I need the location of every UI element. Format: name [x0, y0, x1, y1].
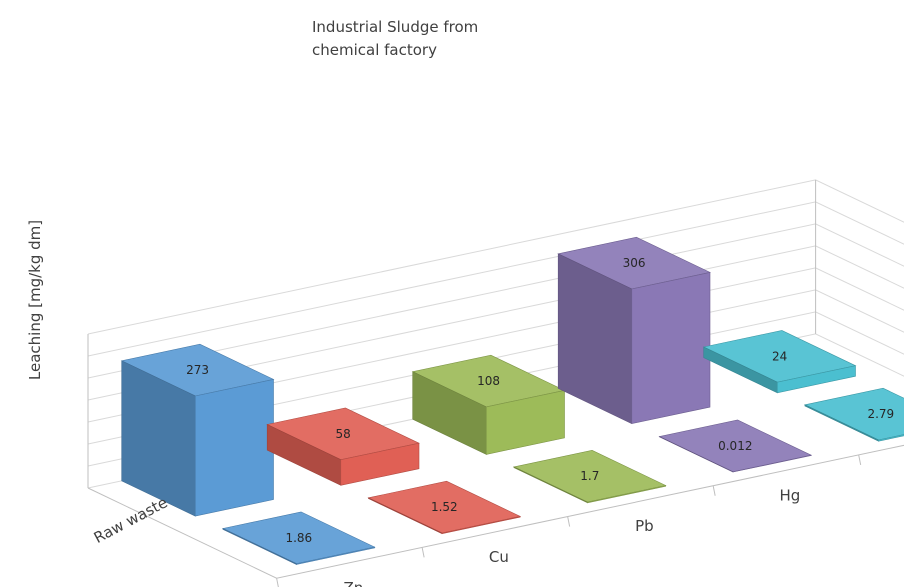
bar [702, 330, 857, 394]
data-label: 58 [335, 427, 350, 441]
bar-front [631, 272, 711, 424]
bars [120, 236, 904, 565]
category-tick [567, 516, 571, 527]
bar [803, 387, 904, 442]
data-label: 1.7 [580, 469, 599, 483]
data-label: 0.012 [718, 439, 752, 453]
series-label: Raw waste [91, 493, 171, 547]
bar-front [296, 546, 376, 565]
data-label: 306 [623, 256, 646, 270]
category-label: Pb [635, 517, 654, 535]
bar-front [878, 434, 904, 442]
category-tick [421, 547, 425, 558]
data-label: 24 [772, 349, 787, 363]
data-label: 1.86 [285, 531, 312, 545]
data-label: 2.79 [867, 407, 894, 421]
bar-front [441, 516, 521, 535]
bar [367, 480, 522, 535]
chart-title-line-2: chemical factory [312, 41, 437, 59]
category-tick [276, 578, 279, 587]
data-label: 108 [477, 374, 500, 388]
chart-title-line-1: Industrial Sludge from [312, 18, 478, 36]
category-label: Zn [344, 579, 364, 587]
bar-front [776, 365, 856, 394]
data-label: 273 [186, 363, 209, 377]
category-tick [858, 454, 862, 466]
bar [512, 449, 667, 504]
bar [557, 236, 711, 425]
bar [221, 511, 376, 565]
bar-front [732, 454, 812, 473]
bar-front [587, 485, 667, 504]
y-axis-label: Leaching [mg/kg dm] [26, 220, 44, 380]
category-tick [712, 485, 716, 496]
data-label: 1.52 [431, 500, 458, 514]
bar [120, 343, 275, 517]
gridline [87, 179, 904, 335]
bar-front [195, 379, 274, 517]
category-label: Cu [489, 548, 509, 566]
bar [266, 407, 420, 486]
category-label: Hg [779, 486, 800, 504]
bar [658, 419, 813, 473]
bar-front [340, 442, 420, 486]
bar [411, 354, 566, 455]
